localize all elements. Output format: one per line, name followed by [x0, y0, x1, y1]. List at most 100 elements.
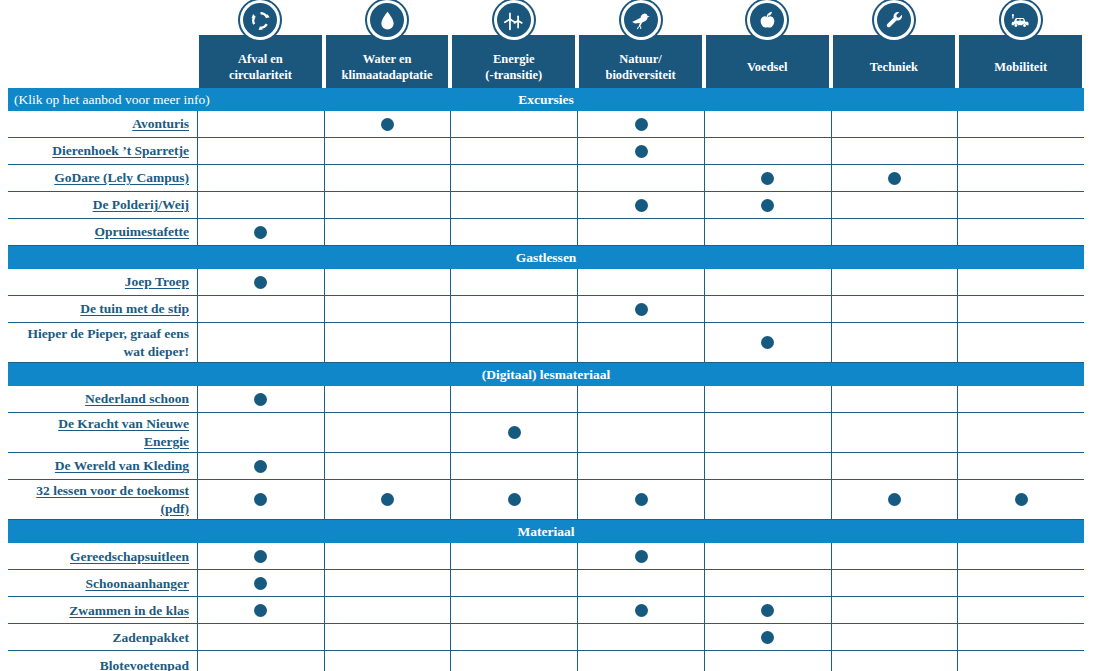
matrix-cell [197, 138, 324, 164]
row-label-cell: De Kracht van Nieuwe Energie [8, 413, 197, 452]
matrix-cell [577, 165, 704, 191]
table-row: Dierenhoek ’t Sparretje [8, 138, 1084, 165]
dot-marker [254, 393, 267, 406]
matrix-cell [704, 219, 831, 245]
offer-link-32-lessen-voor-de-toekomst-pdf[interactable]: 32 lessen voor de toekomst (pdf) [12, 482, 189, 517]
table-row: 32 lessen voor de toekomst (pdf) [8, 480, 1084, 520]
column-header-label: Voedsel [747, 60, 788, 76]
matrix-cell [450, 386, 577, 412]
matrix-cell [450, 624, 577, 650]
row-label-cell: De Wereld van Kleding [8, 453, 197, 479]
matrix-cell [324, 138, 451, 164]
column-header-label: Energie (-transitie) [485, 52, 542, 83]
row-label-cell: Dierenhoek ’t Sparretje [8, 138, 197, 164]
offer-link-opruimestafette[interactable]: Opruimestafette [95, 223, 189, 241]
matrix-cell [577, 624, 704, 650]
matrix-cell [831, 192, 958, 218]
row-label-cell: Schoonaanhanger [8, 570, 197, 596]
matrix-cell [450, 269, 577, 295]
matrix-cell [704, 111, 831, 137]
matrix-cell [324, 543, 451, 569]
matrix-cell [324, 624, 451, 650]
matrix-cell [704, 413, 831, 452]
offer-link-de-kracht-van-nieuwe-energie[interactable]: De Kracht van Nieuwe Energie [12, 415, 189, 450]
offer-link-de-wereld-van-kleding[interactable]: De Wereld van Kleding [55, 457, 189, 475]
dot-marker [381, 118, 394, 131]
matrix-cell [831, 624, 958, 650]
matrix-cell [197, 165, 324, 191]
offer-link-gereedschapsuitleen[interactable]: Gereedschapsuitleen [70, 548, 189, 566]
matrix-cell [831, 296, 958, 322]
dot-marker [508, 493, 521, 506]
dot-marker [635, 604, 648, 617]
offer-link-de-tuin-met-de-stip[interactable]: De tuin met de stip [80, 300, 189, 318]
matrix-cell [324, 480, 451, 519]
matrix-cell [324, 413, 451, 452]
header-row: Afval en circulariteit Water en klimaatad… [8, 0, 1084, 88]
column-header-mobiliteit: Mobiliteit [957, 0, 1084, 88]
matrix-cell [957, 453, 1084, 479]
table-row: De Polderij/Weij [8, 192, 1084, 219]
offer-link-blotevoetenpad[interactable]: Blotevoetenpad [100, 657, 189, 671]
section-band-materiaal: Materiaal [8, 520, 1084, 543]
column-header-band: Natuur/ biodiversiteit [579, 35, 702, 88]
offer-link-schoonaanhanger[interactable]: Schoonaanhanger [85, 575, 189, 593]
offer-link-zwammen-in-de-klas[interactable]: Zwammen in de klas [69, 602, 189, 620]
section-title: (Digitaal) lesmateriaal [8, 367, 1084, 383]
offer-link-joep-troep[interactable]: Joep Troep [125, 273, 189, 291]
info-note: (Klik op het aanbod voor meer info) [8, 92, 210, 108]
column-header-band: Afval en circulariteit [199, 35, 322, 88]
matrix-cell [450, 111, 577, 137]
wrench-icon [877, 3, 911, 37]
offer-link-godare-lely-campus[interactable]: GoDare (Lely Campus) [54, 169, 189, 187]
matrix-cell [704, 480, 831, 519]
matrix-cell [831, 386, 958, 412]
row-label-cell: Hieper de Pieper, graaf eens wat dieper! [8, 323, 197, 362]
matrix-cell [957, 296, 1084, 322]
matrix-cell [957, 323, 1084, 362]
matrix-cell [704, 453, 831, 479]
offer-link-avonturis[interactable]: Avonturis [132, 115, 189, 133]
dot-marker [635, 550, 648, 563]
matrix-cell [450, 219, 577, 245]
matrix-cell [831, 111, 958, 137]
column-header-label: Water en klimaatadaptatie [342, 52, 433, 83]
matrix-cell [324, 597, 451, 623]
column-header-techniek: Techniek [831, 0, 958, 88]
matrix-cell [450, 192, 577, 218]
matrix-cell [450, 597, 577, 623]
section-title: Gastlessen [8, 250, 1084, 266]
matrix-cell [197, 570, 324, 596]
matrix-cell [957, 138, 1084, 164]
dot-marker [761, 336, 774, 349]
section-band-gastlessen: Gastlessen [8, 246, 1084, 269]
matrix-cell [957, 165, 1084, 191]
matrix-cell [831, 138, 958, 164]
matrix-cell [197, 111, 324, 137]
matrix-cell [450, 651, 577, 671]
dot-marker [254, 577, 267, 590]
dot-marker [761, 172, 774, 185]
table-body: (Klik op het aanbod voor meer info)Excur… [8, 88, 1084, 671]
matrix-cell [197, 597, 324, 623]
matrix-cell [197, 386, 324, 412]
offer-link-nederland-schoon[interactable]: Nederland schoon [85, 390, 189, 408]
matrix-cell [831, 651, 958, 671]
wind-turbine-icon [497, 3, 531, 37]
matrix-cell [324, 219, 451, 245]
matrix-cell [957, 570, 1084, 596]
table-row: Joep Troep [8, 269, 1084, 296]
matrix-cell [577, 651, 704, 671]
aanbod-matrix-table: Afval en circulariteit Water en klimaatad… [8, 0, 1084, 671]
matrix-cell [577, 386, 704, 412]
matrix-cell [450, 138, 577, 164]
matrix-cell [324, 570, 451, 596]
apple-icon [750, 3, 784, 37]
matrix-cell [831, 219, 958, 245]
section-band-excursies: (Klik op het aanbod voor meer info)Excur… [8, 88, 1084, 111]
offer-link-de-polderij-weij[interactable]: De Polderij/Weij [93, 196, 189, 214]
offer-link-dierenhoek-t-sparretje[interactable]: Dierenhoek ’t Sparretje [52, 142, 189, 160]
matrix-cell [450, 296, 577, 322]
dot-marker [1015, 493, 1028, 506]
dot-marker [635, 145, 648, 158]
